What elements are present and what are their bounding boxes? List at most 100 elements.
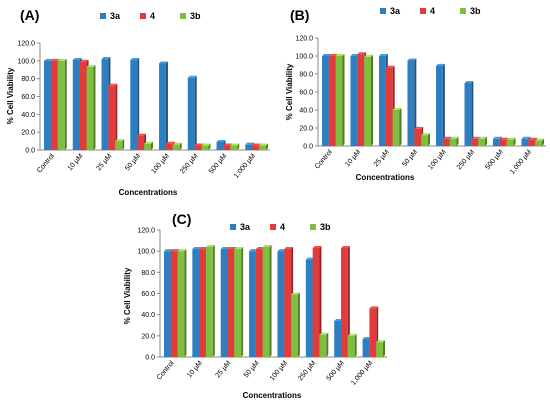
bar-side-3b — [456, 136, 459, 146]
y-tick-label: 40.0 — [299, 108, 313, 115]
bar-4 — [223, 145, 231, 150]
legend-label: 4 — [430, 6, 435, 16]
bar-3a — [277, 251, 285, 357]
x-tick-label: 10 µM — [67, 153, 85, 173]
x-tick-label: 250 µM — [179, 153, 200, 176]
y-tick-label: 80.0 — [141, 270, 155, 277]
bar-top-3a — [277, 249, 287, 252]
x-tick-label: 25 µM — [95, 153, 113, 173]
bar-top-3a — [101, 57, 111, 60]
y-tick-label: 120.0 — [17, 41, 35, 48]
bar-3b — [115, 141, 123, 150]
bar-side-3a — [471, 81, 474, 146]
bar-3b — [392, 110, 400, 146]
bar-top-3a — [163, 249, 173, 252]
x-tick-label: 250 µM — [456, 149, 477, 172]
bar-top-4 — [442, 136, 452, 139]
y-tick-label: 100.0 — [137, 249, 155, 256]
bar-4 — [284, 249, 292, 357]
bar-3a — [44, 60, 51, 151]
bar-top-3b — [201, 143, 211, 146]
legend: 3a 4 3b — [230, 222, 331, 232]
bar-4 — [499, 139, 507, 146]
bar-3b — [506, 139, 514, 146]
bar-top-3a — [245, 142, 255, 145]
bar-side-3b — [150, 141, 153, 150]
bar-top-4 — [79, 59, 89, 62]
bar-3b — [347, 335, 355, 357]
bar-side-3b — [383, 340, 386, 357]
bar-top-3b — [421, 133, 431, 136]
x-tick-label: 1,000 µM — [350, 360, 374, 387]
legend-label: 3b — [470, 6, 481, 16]
bar-top-4 — [199, 247, 208, 250]
legend-label: 3a — [390, 6, 401, 16]
bar-side-3b — [354, 333, 357, 357]
y-tick-label: 100.0 — [295, 54, 313, 61]
bar-side-3b — [122, 139, 125, 150]
bar-top-4 — [528, 137, 538, 140]
legend-label: 4 — [280, 222, 285, 232]
bar-top-4 — [341, 245, 350, 248]
bar-top-4 — [255, 247, 265, 250]
bar-top-3a — [305, 257, 315, 260]
x-tick-label: 100 µM — [269, 360, 290, 383]
bar-side-3b — [212, 244, 215, 357]
legend-label: 3b — [190, 11, 201, 21]
y-tick-label: 40.0 — [21, 112, 35, 119]
chart-panel-b: (B) 0.0 20.0 40.0 60.0 80.0 100.0 120.0 Control 1… — [285, 6, 546, 182]
panel-label: (A) — [20, 7, 39, 23]
bar-top-4 — [284, 247, 294, 250]
panel-label: (B) — [290, 7, 309, 23]
bar-4 — [79, 61, 87, 150]
bar-top-4 — [385, 65, 395, 68]
legend-swatch-4 — [420, 8, 426, 14]
bar-side-3b — [241, 247, 244, 357]
bar-top-4 — [357, 52, 367, 55]
bar-4 — [227, 249, 235, 357]
bar-side-3b — [179, 142, 182, 150]
bar-3b — [86, 67, 94, 150]
bar-side-3b — [297, 292, 300, 357]
bar-top-3b — [291, 292, 300, 295]
bar-3a — [362, 339, 370, 357]
bar-top-4 — [227, 247, 237, 250]
y-tick-label: 0.0 — [25, 148, 35, 155]
bar-4 — [199, 249, 206, 357]
bar-top-3b — [376, 340, 386, 343]
bar-side-3b — [326, 332, 329, 357]
y-axis-title: % Cell Viability — [123, 267, 132, 324]
bar-4 — [357, 54, 365, 147]
bar-3a — [245, 144, 253, 150]
y-axis-title: % Cell Viability — [285, 63, 294, 120]
bar-top-3b — [335, 54, 345, 56]
bar-3b — [144, 143, 151, 150]
bar-top-4 — [137, 133, 147, 136]
y-tick-label: 80.0 — [299, 72, 313, 79]
bar-top-3b — [259, 143, 268, 146]
legend: 3a 4 3b — [100, 11, 201, 21]
bar-top-3a — [72, 57, 82, 60]
bar-top-3a — [464, 81, 474, 83]
bar-side-3b — [269, 244, 272, 357]
bar-3a — [334, 321, 342, 357]
bar-4 — [252, 145, 260, 150]
bar-3a — [130, 59, 138, 150]
legend-swatch-3b — [460, 8, 466, 14]
bar-4 — [255, 249, 263, 357]
bar-3b — [177, 251, 185, 357]
bar-side-3b — [208, 143, 211, 150]
bar-top-4 — [50, 58, 60, 61]
bar-top-3a — [362, 337, 372, 340]
bar-top-4 — [471, 136, 481, 139]
bar-3a — [521, 138, 529, 146]
bar-top-3a — [521, 136, 531, 139]
bar-top-3b — [478, 136, 488, 139]
bar-3b — [230, 145, 238, 150]
bar-top-4 — [108, 83, 118, 86]
legend-label: 3a — [110, 11, 121, 21]
bar-3a — [249, 251, 256, 357]
legend-label: 3a — [240, 222, 251, 232]
x-tick-label: 25 µM — [215, 360, 233, 380]
